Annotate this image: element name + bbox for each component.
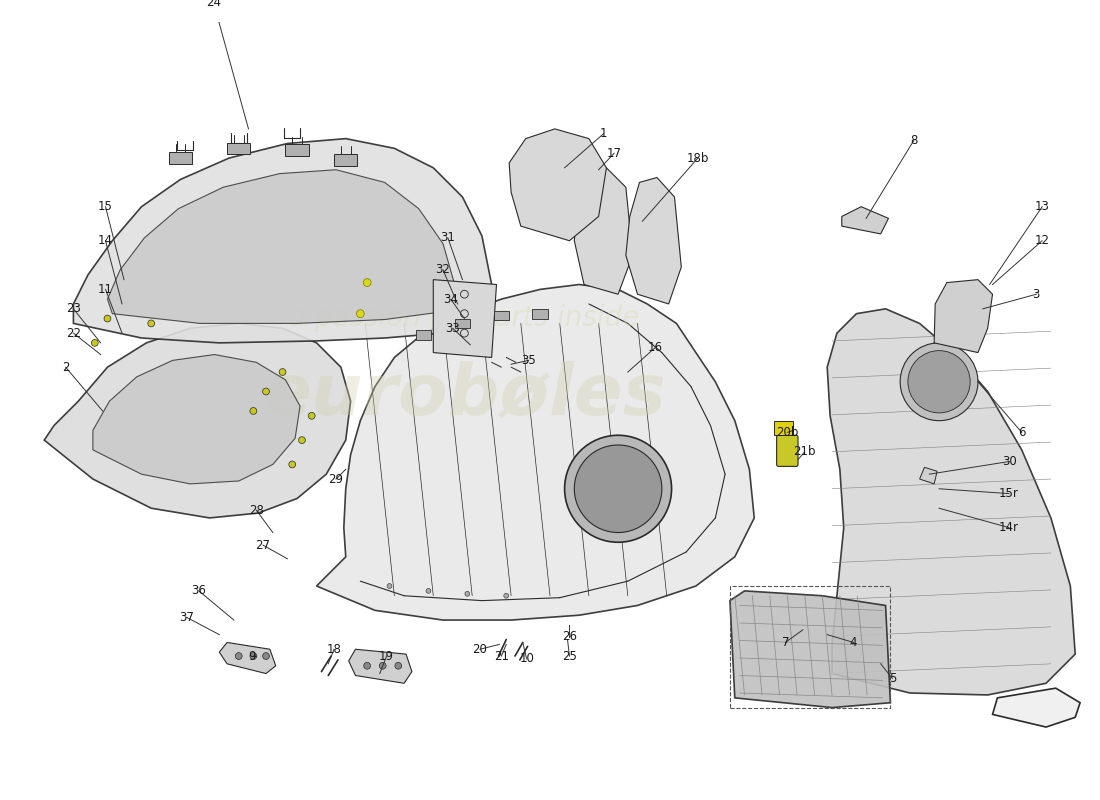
Text: 11: 11	[98, 283, 113, 296]
Text: eurobøles: eurobøles	[263, 361, 667, 430]
Text: 5: 5	[889, 672, 896, 685]
Polygon shape	[920, 467, 937, 484]
Text: 14r: 14r	[999, 521, 1019, 534]
Polygon shape	[509, 129, 606, 241]
Circle shape	[308, 413, 315, 419]
Bar	[532, 309, 548, 318]
Text: 37: 37	[179, 610, 194, 624]
Text: 30: 30	[1002, 455, 1016, 468]
Text: 22: 22	[66, 326, 81, 340]
Text: 17: 17	[607, 146, 621, 160]
Circle shape	[387, 583, 392, 589]
Text: 26: 26	[562, 630, 578, 643]
Bar	[168, 152, 192, 164]
Text: 18b: 18b	[686, 151, 710, 165]
Text: 15r: 15r	[999, 487, 1019, 500]
Circle shape	[564, 435, 672, 542]
Text: 34: 34	[443, 293, 459, 306]
Text: a passion for parts inside: a passion for parts inside	[289, 303, 639, 331]
Text: 21b: 21b	[793, 446, 816, 458]
Circle shape	[147, 320, 155, 327]
Text: 20b: 20b	[777, 426, 799, 439]
Circle shape	[395, 662, 402, 669]
Circle shape	[250, 407, 256, 414]
Text: 12: 12	[1035, 234, 1049, 247]
Text: 24: 24	[206, 0, 221, 9]
Bar	[285, 145, 309, 156]
Text: 2: 2	[62, 361, 69, 374]
Circle shape	[289, 461, 296, 468]
Polygon shape	[574, 168, 632, 294]
Circle shape	[465, 591, 470, 596]
Circle shape	[900, 343, 978, 421]
Bar	[494, 310, 509, 321]
Text: 9: 9	[249, 650, 256, 662]
FancyBboxPatch shape	[777, 435, 797, 466]
Text: 3: 3	[1033, 288, 1039, 301]
Bar	[334, 154, 358, 166]
Text: 36: 36	[191, 584, 207, 598]
Text: 14: 14	[98, 234, 113, 247]
Circle shape	[356, 310, 364, 318]
Bar	[773, 421, 793, 435]
Text: 25: 25	[562, 650, 576, 662]
Polygon shape	[992, 688, 1080, 727]
Text: 8: 8	[910, 134, 917, 147]
Circle shape	[279, 369, 286, 375]
Text: 23: 23	[66, 302, 81, 315]
Text: 18: 18	[327, 642, 341, 656]
Polygon shape	[433, 280, 496, 358]
Circle shape	[250, 653, 256, 659]
Text: 10: 10	[519, 653, 535, 666]
Text: 15: 15	[98, 200, 113, 213]
Text: 27: 27	[255, 538, 271, 552]
Polygon shape	[44, 323, 351, 518]
Circle shape	[298, 437, 306, 443]
Circle shape	[263, 388, 270, 395]
Bar	[227, 142, 251, 154]
Text: 28: 28	[249, 504, 264, 517]
Circle shape	[379, 662, 386, 669]
Polygon shape	[92, 354, 300, 484]
Polygon shape	[842, 206, 889, 234]
Circle shape	[104, 315, 111, 322]
Bar	[454, 318, 470, 328]
Text: 13: 13	[1035, 200, 1049, 213]
Text: 20: 20	[473, 642, 487, 656]
Polygon shape	[934, 280, 992, 353]
Text: 31: 31	[440, 231, 455, 244]
Circle shape	[235, 653, 242, 659]
Text: 33: 33	[446, 322, 460, 334]
Text: 6: 6	[1018, 426, 1025, 439]
Circle shape	[363, 278, 371, 286]
Bar	[730, 586, 890, 708]
Polygon shape	[349, 650, 411, 683]
Text: 35: 35	[521, 354, 536, 367]
Text: 1: 1	[600, 127, 607, 140]
Text: 19: 19	[379, 650, 394, 662]
Text: 16: 16	[648, 342, 662, 354]
Circle shape	[504, 594, 508, 598]
Circle shape	[908, 350, 970, 413]
Circle shape	[91, 339, 98, 346]
Polygon shape	[317, 285, 755, 620]
Text: 29: 29	[329, 473, 343, 486]
Text: 21: 21	[494, 650, 509, 662]
Polygon shape	[827, 309, 1075, 695]
Polygon shape	[219, 642, 276, 674]
Polygon shape	[626, 178, 681, 304]
Text: 7: 7	[782, 636, 789, 649]
Circle shape	[574, 445, 662, 533]
Circle shape	[364, 662, 371, 669]
Text: 4: 4	[849, 636, 857, 649]
Polygon shape	[74, 138, 492, 343]
Polygon shape	[730, 591, 890, 708]
Circle shape	[263, 653, 270, 659]
Bar	[416, 330, 431, 340]
Circle shape	[426, 589, 431, 594]
Polygon shape	[108, 170, 454, 323]
Text: 32: 32	[436, 263, 450, 277]
